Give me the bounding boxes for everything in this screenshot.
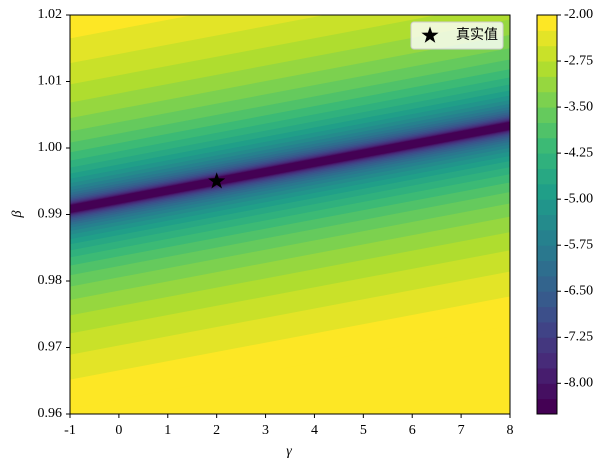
x-tick-label: 2: [213, 423, 220, 438]
legend-label: 真实值: [456, 27, 498, 43]
colorbar-band: [537, 183, 557, 200]
colorbar-band: [537, 367, 557, 384]
colorbar-band: [537, 91, 557, 108]
colorbar-band: [537, 153, 557, 169]
colorbar-band: [537, 107, 557, 123]
colorbar-band: [537, 30, 557, 47]
x-tick-label: 7: [458, 423, 465, 438]
y-tick-label: 1.00: [38, 140, 63, 155]
x-tick-label: 8: [507, 423, 514, 438]
colorbar-band: [537, 168, 557, 185]
colorbar-band: [537, 291, 557, 308]
colorbar-tick-label: -5.00: [564, 191, 593, 206]
contour-field: [70, 15, 510, 414]
legend-box: [410, 21, 504, 50]
colorbar-tick-label: -2.75: [564, 53, 593, 68]
y-axis-label: β: [10, 210, 25, 218]
x-tick-label: 4: [311, 423, 318, 438]
x-tick-label: 6: [409, 423, 416, 438]
x-tick-label: 5: [360, 423, 367, 438]
colorbar-band: [537, 321, 557, 338]
colorbar-band: [537, 61, 557, 77]
x-tick-label: 0: [115, 423, 122, 438]
y-tick-label: 0.98: [38, 273, 63, 288]
colorbar-band: [537, 260, 557, 277]
colorbar-band: [537, 214, 557, 231]
colorbar-tick-label: -2.00: [564, 7, 593, 22]
colorbar-band: [537, 352, 557, 369]
colorbar-tick-label: -6.50: [564, 283, 593, 298]
colorbar-band: [537, 398, 557, 415]
y-tick-label: 1.02: [38, 7, 63, 22]
colorbar-band: [537, 15, 557, 31]
colorbar-band: [537, 306, 557, 323]
y-tick-label: 0.97: [38, 340, 63, 355]
y-tick-label: 0.99: [38, 207, 63, 222]
x-axis-label: γ: [286, 444, 292, 459]
colorbar-band: [537, 199, 557, 215]
colorbar-band: [537, 122, 557, 139]
colorbar-band: [537, 76, 557, 93]
x-tick-label: -1: [64, 423, 76, 438]
colorbar-band: [537, 245, 557, 262]
colorbar-band: [537, 45, 557, 62]
x-tick-label: 1: [164, 423, 171, 438]
colorbar-band: [537, 137, 557, 154]
x-tick-label: 3: [262, 423, 269, 438]
colorbar-band: [537, 337, 557, 354]
colorbar-tick-label: -4.25: [564, 145, 593, 160]
colorbar-tick-label: -5.75: [564, 237, 593, 252]
legend: 真实值: [410, 21, 504, 50]
colorbar-band: [537, 275, 557, 292]
legend-marker: [421, 26, 439, 43]
colorbar-band: [537, 229, 557, 246]
colorbar-tick-label: -8.00: [564, 376, 593, 391]
y-tick-label: 0.96: [38, 406, 63, 421]
colorbar-band: [537, 383, 557, 400]
data-point: [208, 172, 226, 189]
colorbar-tick-label: -7.25: [564, 329, 593, 344]
y-tick-label: 1.01: [38, 74, 63, 89]
contour-band: [70, 121, 510, 213]
colorbar-frame: [536, 14, 558, 415]
colorbar-tick-label: -3.50: [564, 99, 593, 114]
